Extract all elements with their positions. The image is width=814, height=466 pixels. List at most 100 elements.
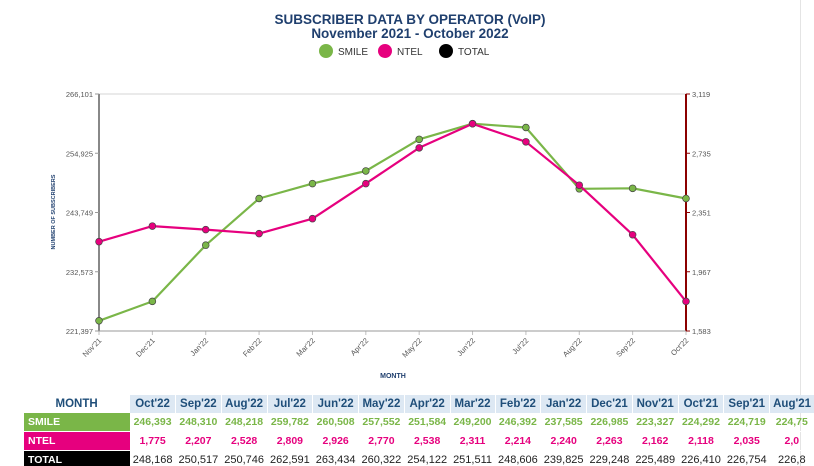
- x-tick-label: Dec'21: [134, 336, 157, 359]
- y-left-tick-label: 254,925: [66, 149, 93, 158]
- table-cell: 2,035: [723, 431, 770, 451]
- table-cell: 248,218: [225, 416, 264, 428]
- x-tick-label: Apr'22: [349, 336, 371, 358]
- table-column-header: May'22: [358, 395, 405, 413]
- x-axis-title: MONTH: [380, 373, 406, 380]
- chart-title: SUBSCRIBER DATA BY OPERATOR (VoIP): [274, 12, 545, 27]
- table-cell: 263,434: [312, 450, 359, 466]
- legend-label-total: TOTAL: [458, 47, 490, 58]
- table-cell: 224,719: [727, 416, 766, 428]
- legend-marker-total: [439, 44, 453, 58]
- data-point-ntel: [522, 138, 530, 146]
- series-line-ntel: [98, 122, 687, 303]
- table-row-total: TOTAL 248,168 250,517 250,746 262,591 263,434…: [24, 450, 814, 466]
- table-cell: 237,585: [544, 416, 583, 428]
- data-point-smile: [148, 297, 157, 306]
- data-point-ntel: [201, 225, 210, 234]
- data-point-smile: [255, 194, 263, 203]
- table-cell: 2,240: [540, 431, 587, 451]
- table-cell: 1,775: [129, 431, 176, 451]
- month-header: MONTH: [55, 398, 98, 410]
- data-point-ntel: [255, 229, 263, 238]
- table-cell: 250,746: [221, 450, 267, 466]
- table-column-header: Oct'21: [677, 395, 724, 413]
- table-column-header: Dec'21: [586, 395, 633, 413]
- chart-legend: SMILE NTEL TOTAL: [319, 44, 490, 58]
- row-label-ntel: NTEL: [24, 431, 130, 451]
- table-cell: 249,200: [453, 416, 492, 428]
- y-right-tick-label: 2,351: [692, 209, 711, 218]
- table-column-header: Jan'22: [540, 395, 587, 413]
- row-label-smile: SMILE: [24, 413, 130, 432]
- table-cell: 2,0: [769, 431, 814, 451]
- table-cell: 254,122: [404, 450, 451, 466]
- table-column-header: Sep'21: [723, 395, 770, 413]
- y-left-tick-label: 266,101: [66, 90, 93, 99]
- data-point-ntel: [468, 120, 477, 128]
- table-cell: 2,207: [175, 431, 222, 451]
- table-column-header: Mar'22: [449, 395, 496, 413]
- table-cell: 257,552: [362, 416, 401, 428]
- data-point-ntel: [308, 214, 317, 223]
- x-tick-label: Jun'22: [455, 336, 477, 358]
- x-tick-label: Aug'22: [561, 336, 584, 359]
- table-cell: 250,517: [175, 450, 222, 466]
- data-point-ntel: [95, 237, 103, 246]
- table-cell: 260,508: [316, 416, 355, 428]
- x-tick-label: Jul'22: [510, 336, 530, 356]
- table-cell: 248,310: [179, 416, 218, 428]
- x-tick-label: Mar'22: [294, 336, 316, 358]
- data-point-smile: [308, 179, 317, 188]
- table-cell: 226,754: [723, 450, 770, 466]
- x-tick-label: Feb'22: [241, 336, 263, 358]
- page-right-border: [800, 0, 801, 466]
- table-column-header: Jul'22: [266, 395, 313, 413]
- table-column-header: Aug'22: [220, 395, 267, 413]
- y-left-tick-label: 232,573: [66, 268, 93, 277]
- table-cell: 251,584: [408, 416, 447, 428]
- table-cell: 248,606: [495, 450, 541, 466]
- plot-area: 221,397 232,573 243,749 254,925 266,101 1,583…: [51, 90, 711, 380]
- table-cell: 2,263: [586, 431, 633, 451]
- data-point-smile: [95, 317, 103, 325]
- table-cell: 2,926: [312, 431, 359, 451]
- data-table: MONTH Oct'22 Sep'22 Aug'22 Jul'22 Jun'22 May'…: [24, 395, 814, 466]
- y-left-tick-label: 243,749: [66, 209, 93, 218]
- table-cell: 259,782: [270, 416, 309, 428]
- table-cell: 2,118: [678, 431, 724, 451]
- x-tick-label: Oct'22: [669, 336, 691, 358]
- data-point-ntel: [415, 144, 423, 152]
- table-cell: 239,825: [540, 450, 587, 466]
- table-cell: 260,322: [358, 450, 405, 466]
- data-point-smile: [628, 184, 637, 193]
- table-cell: 226,410: [678, 450, 724, 466]
- x-tick-label: May'22: [400, 336, 423, 359]
- legend-label-ntel: NTEL: [397, 47, 423, 58]
- data-point-smile: [362, 167, 370, 175]
- table-cell: 226,8: [769, 450, 814, 466]
- data-point-smile: [682, 194, 690, 203]
- data-point-smile: [201, 241, 210, 249]
- table-column-header: Apr'22: [403, 395, 451, 413]
- y-right-tick-label: 1,967: [692, 268, 711, 277]
- y-axis-title: NUMBER OF SUBSCRIBERS: [51, 174, 57, 249]
- table-column-header: Jun'22: [312, 395, 359, 413]
- table-cell: 2,538: [404, 431, 451, 451]
- table-cell: 251,511: [450, 450, 496, 466]
- legend-label-smile: SMILE: [338, 47, 368, 58]
- data-point-ntel: [682, 297, 690, 306]
- table-row-ntel: NTEL 1,775 2,207 2,528 2,809 2,926 2,770 2,538 2…: [24, 431, 814, 451]
- table-cell: 2,770: [358, 431, 405, 451]
- legend-marker-smile: [319, 44, 333, 58]
- table-cell: 226,985: [590, 416, 629, 428]
- plot-frame: [98, 93, 687, 332]
- table-cell: 2,311: [450, 431, 496, 451]
- data-point-ntel: [575, 181, 584, 189]
- row-label-total: TOTAL: [24, 450, 130, 466]
- table-column-header: Nov'21: [631, 395, 679, 413]
- table-cell: 223,327: [636, 416, 675, 428]
- table-cell: 246,393: [133, 416, 172, 428]
- table-row-smile: SMILE 246,393 248,310 248,218 259,782 260,508…: [24, 413, 814, 432]
- table-cell: 229,248: [586, 450, 633, 466]
- data-point-smile: [415, 135, 423, 144]
